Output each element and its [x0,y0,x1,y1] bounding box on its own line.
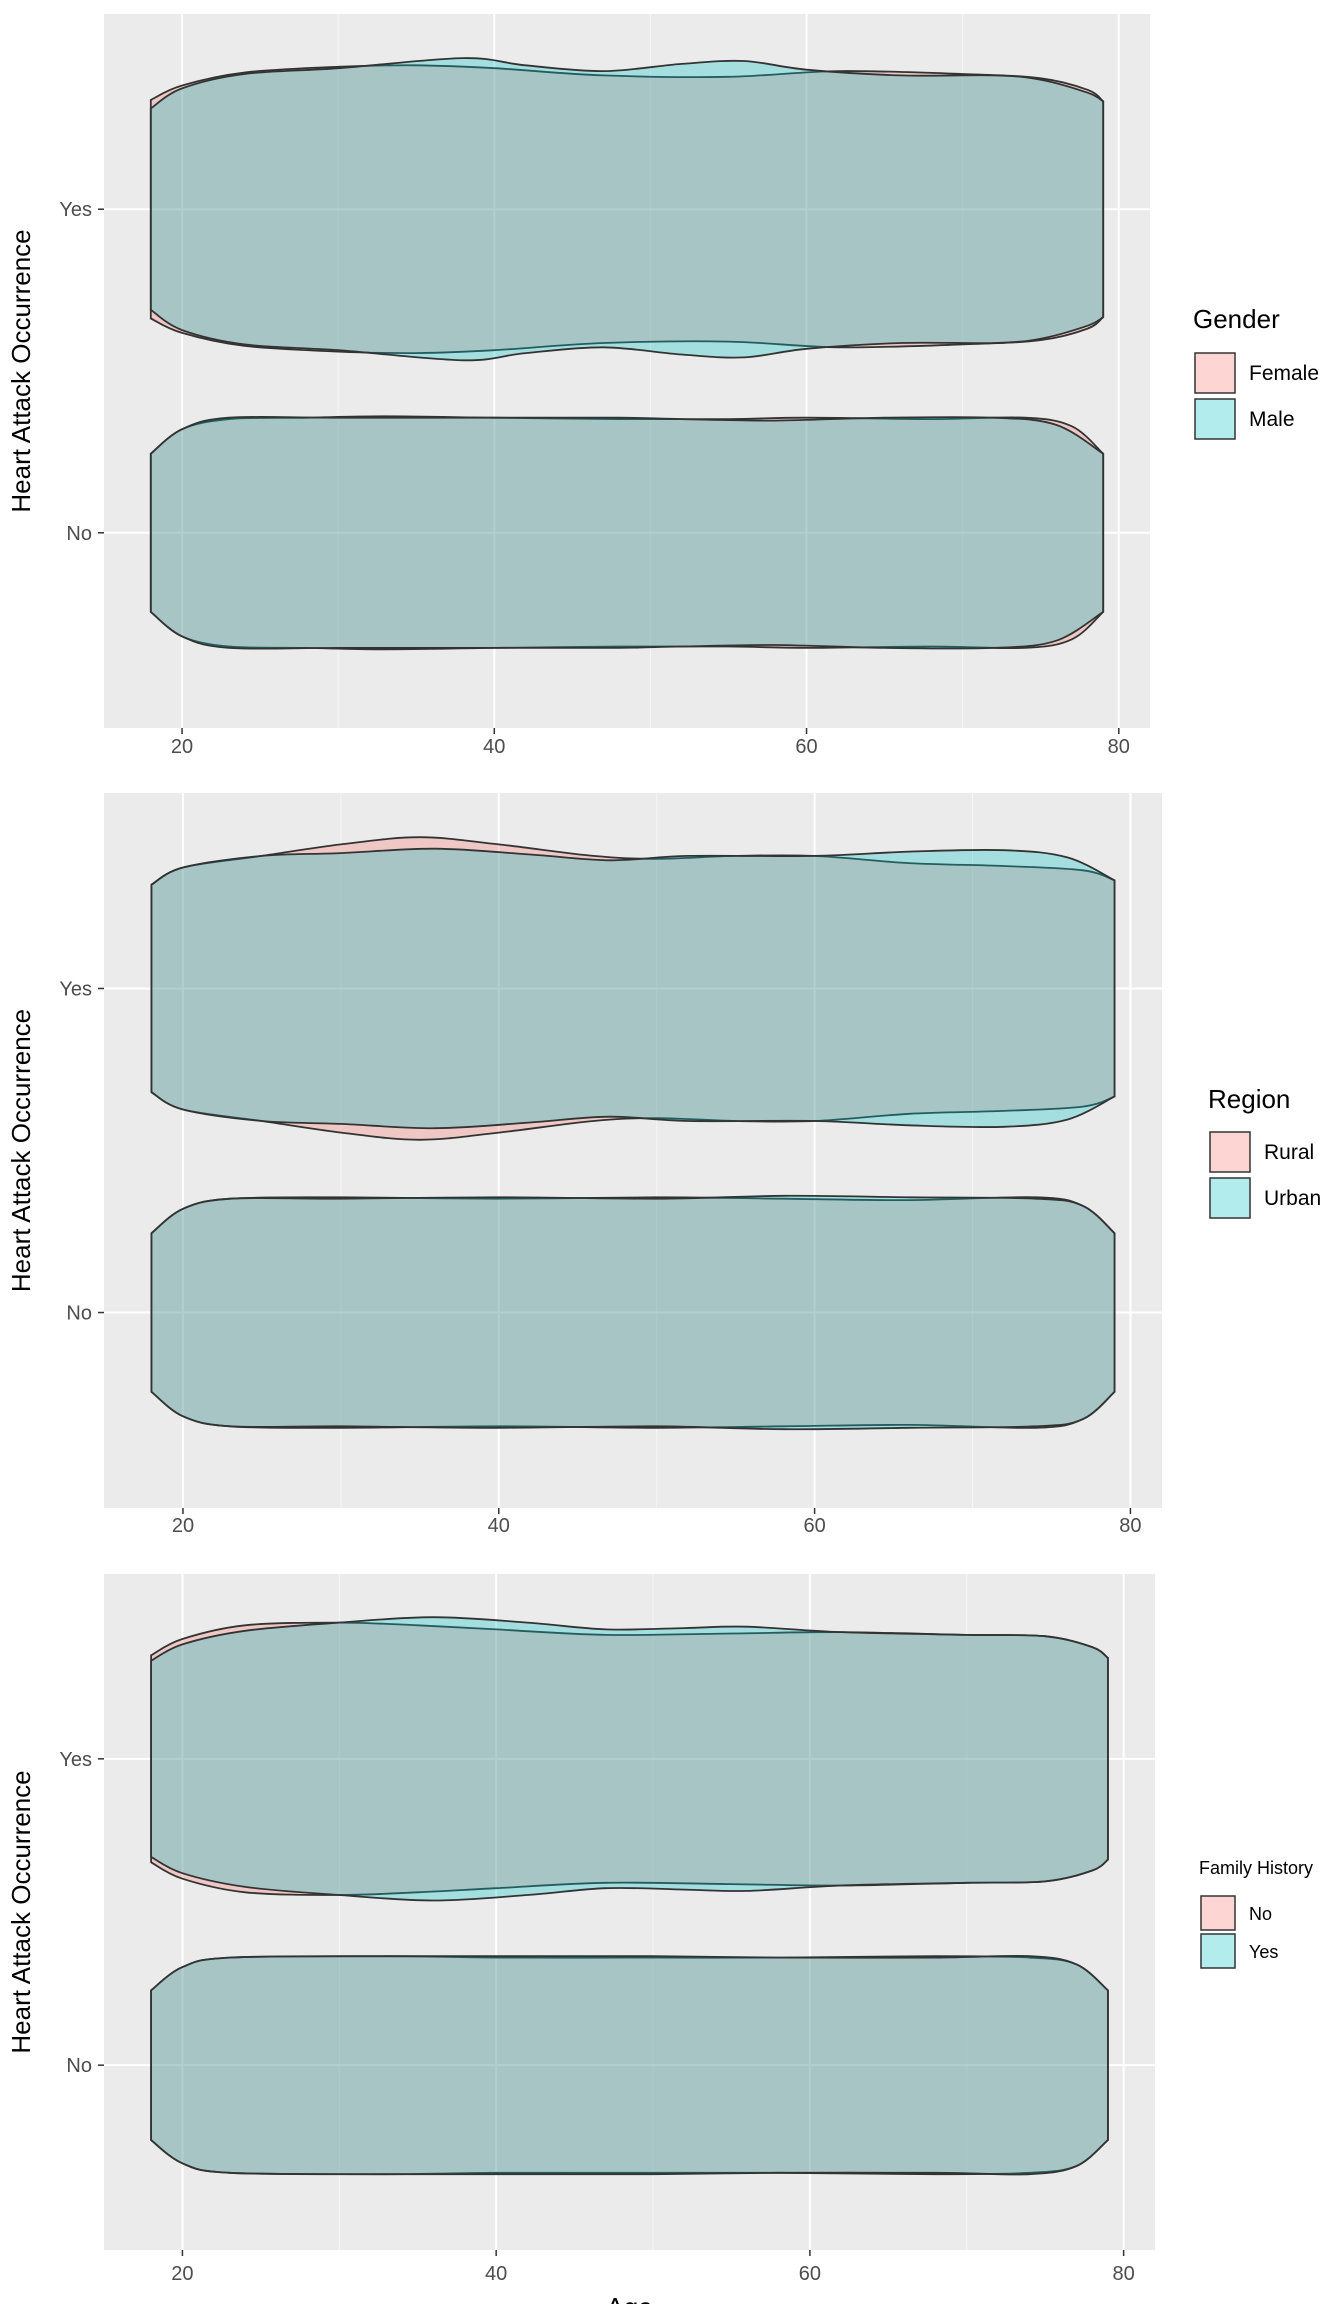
y-tick-label: Yes [59,199,92,221]
y-axis-title: Heart Attack Occurrence [6,1009,36,1292]
legend-key-bg [1210,1132,1250,1172]
legend-entry-label: Urban [1264,1187,1321,1210]
legend-swatch [1194,352,1236,394]
legend-title: Gender [1193,304,1280,334]
legend: Region Rural Urban [1208,1084,1321,1219]
legend: Gender Female Male [1193,304,1319,440]
y-axis-title: Heart Attack Occurrence [6,1770,36,2053]
x-tick-label: 20 [171,736,193,758]
legend-key-bg [1210,1178,1250,1218]
legend-swatch [1194,398,1236,440]
panel-background [104,793,1162,1508]
y-axis-title: Heart Attack Occurrence [6,229,36,512]
legend-key-bg [1195,399,1235,439]
y-tick-label: No [66,523,92,545]
x-tick-label: 80 [1119,1515,1141,1537]
x-tick-label: 40 [485,2263,507,2285]
legend-title: Region [1208,1084,1290,1114]
legend-swatch [1209,1131,1251,1173]
violin-yes-no [150,1954,1109,2176]
x-tick-label: 20 [172,1515,194,1537]
violin-urban-yes [150,847,1116,1130]
facet-3: No Yes 20 40 60 80 Heart Attack Occurrence Age F… [6,1574,1313,2309]
legend-entry-label: Male [1249,408,1295,431]
legend-key-bg [1195,353,1235,393]
x-tick-label: 80 [1108,736,1130,758]
legend-entry-label: Yes [1249,1942,1278,1962]
legend-entry-label: No [1249,1904,1272,1924]
x-axis-title: Age [606,2292,652,2304]
x-tick-label: 20 [171,2263,193,2285]
x-tick-label: 60 [799,2263,821,2285]
legend: Family History No Yes [1199,1858,1313,1969]
panel-background [104,1574,1155,2250]
y-tick-label: Yes [59,1749,92,1771]
legend-swatch [1209,1177,1251,1219]
violin-urban-no [150,1194,1116,1431]
facet-2: No Yes 20 40 60 80 Heart Attack Occurrence Regi… [6,793,1321,1537]
x-tick-label: 60 [795,736,817,758]
legend-swatch [1200,1933,1236,1969]
facet-1: No Yes 20 40 60 80 Heart Attack Occurrence Gend… [6,14,1319,758]
legend-swatch [1200,1895,1236,1931]
x-tick-label: 60 [803,1515,825,1537]
x-tick-label: 40 [483,736,505,758]
legend-key-bg [1201,1896,1235,1930]
y-tick-label: No [66,1303,92,1325]
violin-male-yes [149,57,1105,362]
legend-entry-label: Rural [1264,1141,1314,1164]
x-tick-label: 40 [488,1515,510,1537]
legend-title: Family History [1199,1858,1313,1878]
y-tick-label: Yes [59,978,92,1000]
violin-male-no [149,415,1105,650]
violin-yes-yes [150,1616,1109,1902]
legend-entry-label: Female [1249,362,1319,385]
y-tick-label: No [66,2055,92,2077]
legend-key-bg [1201,1934,1235,1968]
panel-background [104,14,1150,728]
x-tick-label: 80 [1113,2263,1135,2285]
